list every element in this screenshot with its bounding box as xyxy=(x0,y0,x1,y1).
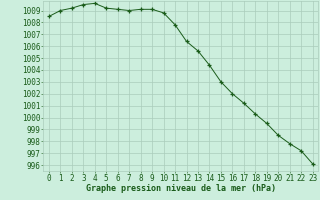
X-axis label: Graphe pression niveau de la mer (hPa): Graphe pression niveau de la mer (hPa) xyxy=(86,184,276,193)
